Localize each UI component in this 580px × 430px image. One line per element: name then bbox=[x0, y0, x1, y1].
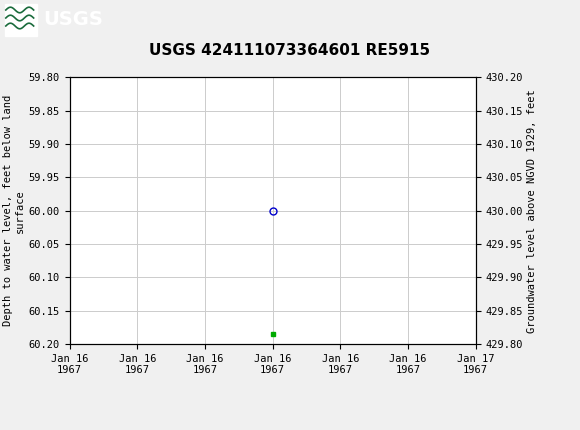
Text: USGS: USGS bbox=[44, 10, 103, 30]
Legend: Period of approved data: Period of approved data bbox=[175, 426, 370, 430]
Text: USGS 424111073364601 RE5915: USGS 424111073364601 RE5915 bbox=[150, 43, 430, 58]
Y-axis label: Groundwater level above NGVD 1929, feet: Groundwater level above NGVD 1929, feet bbox=[527, 89, 537, 332]
FancyBboxPatch shape bbox=[5, 4, 37, 36]
Y-axis label: Depth to water level, feet below land
surface: Depth to water level, feet below land su… bbox=[3, 95, 24, 326]
